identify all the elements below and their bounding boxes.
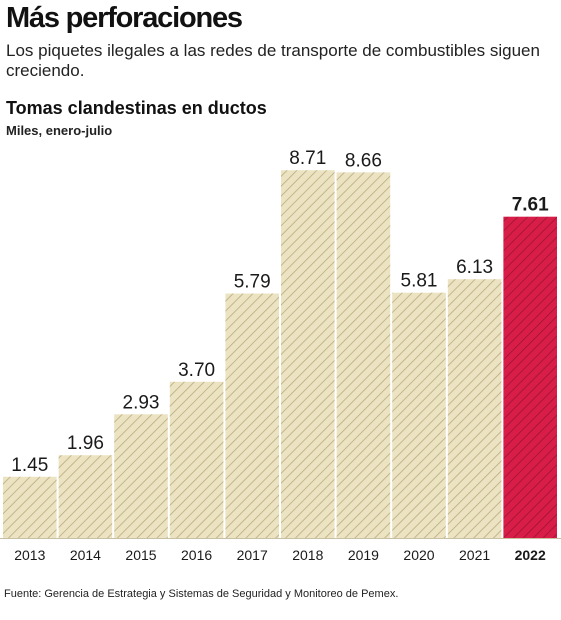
chart-subtitle: Miles, enero-julio [6,123,113,138]
value-label-2013: 1.45 [11,455,48,476]
bar-2021 [447,279,502,538]
bar-2013 [3,476,57,538]
x-tick-label-2014: 2014 [70,547,101,563]
bar-2022 [503,216,557,538]
x-tick-label-2019: 2019 [348,547,379,563]
value-label-2020: 5.81 [401,271,438,292]
value-label-2015: 2.93 [123,392,160,413]
value-label-2014: 1.96 [67,433,104,454]
x-tick-label-2017: 2017 [237,547,268,563]
value-label-2019: 8.66 [345,150,382,171]
bar-chart: 1.45 2013 1.96 2014 2.93 2015 3.70 2016 5.79 2017… [0,148,561,563]
source-note: Fuente: Gerencia de Estrategia y Sistema… [4,588,399,600]
bar-2017 [225,293,279,538]
bars-layer: 1.45 2013 1.96 2014 2.93 2015 3.70 2016 5.79 2017… [0,148,561,563]
value-label-2021: 6.13 [456,257,493,278]
value-label-2022: 7.61 [512,195,549,216]
x-tick-label-2013: 2013 [14,547,45,563]
x-tick-label-2021: 2021 [459,547,490,563]
chart-title: Tomas clandestinas en ductos [6,98,267,118]
x-tick-label-2020: 2020 [403,547,434,563]
value-label-2016: 3.70 [178,360,215,381]
headline: Más perforaciones [6,2,243,34]
bar-2015 [114,414,168,538]
dek: Los piquetes ilegales a las redes de tra… [6,41,540,80]
x-tick-label-2015: 2015 [125,547,156,563]
bar-2019 [336,172,391,538]
bar-2016 [169,381,224,538]
value-label-2017: 5.79 [234,272,271,293]
bar-2020 [392,292,446,538]
x-tick-label-2016: 2016 [181,547,212,563]
bar-2018 [281,170,335,538]
value-label-2018: 8.71 [289,148,326,169]
x-tick-label-2022: 2022 [515,547,546,563]
x-tick-label-2018: 2018 [292,547,323,563]
bar-2014 [58,455,113,538]
